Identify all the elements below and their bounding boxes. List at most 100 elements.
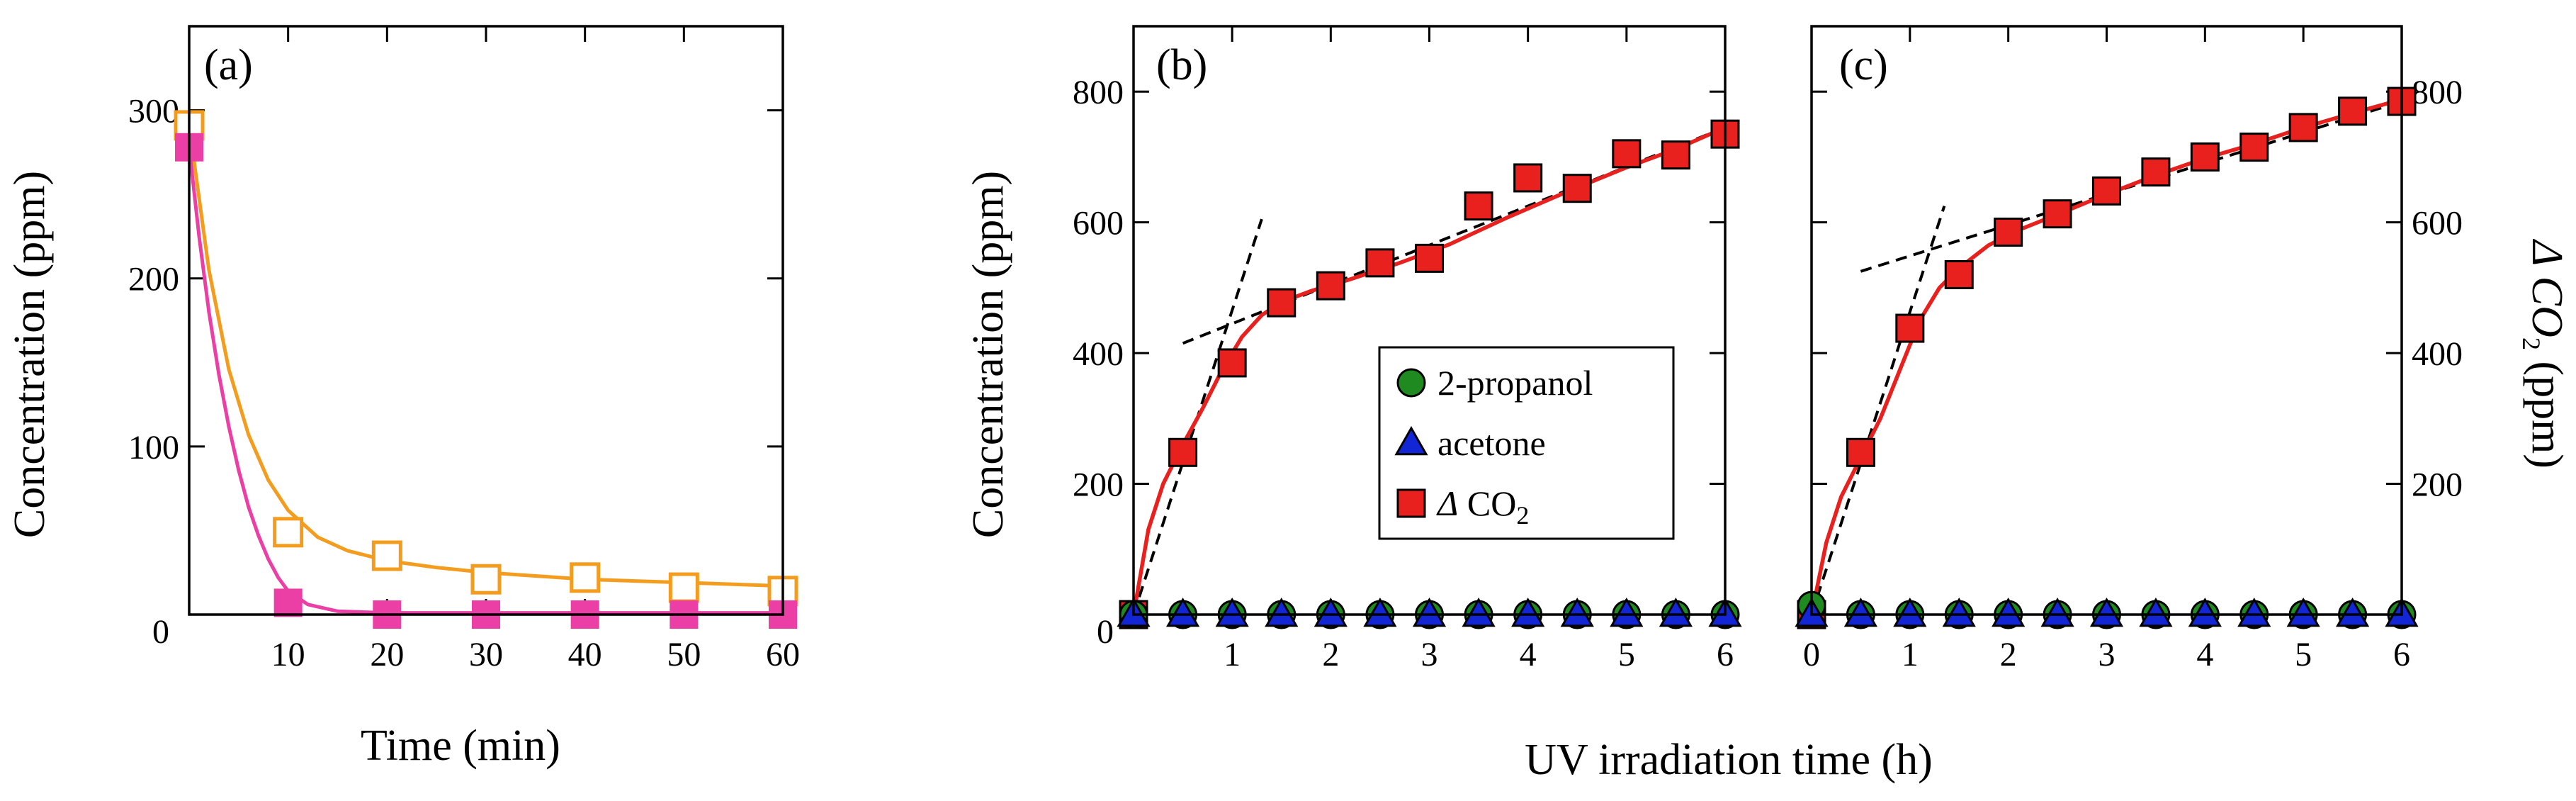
data-point-filled-triangle xyxy=(2335,597,2370,627)
x-tick-label: 40 xyxy=(568,636,602,673)
legend-label-2: Δ CO2 xyxy=(1436,483,1529,530)
panel-a: Concentration (ppm) Time (min) (a) 10 20 3… xyxy=(6,25,800,770)
fit-line-1 xyxy=(189,147,783,615)
x-tick-label: 50 xyxy=(667,636,701,673)
x-tick-label: 5 xyxy=(1618,636,1635,673)
zero-tick-label: 0 xyxy=(1097,613,1114,651)
x-tick-label: 3 xyxy=(2098,636,2115,673)
data-point-filled-triangle xyxy=(1215,597,1249,627)
panel-c-ylabel-right-sub: 2 xyxy=(2517,337,2546,350)
data-point-filled-square xyxy=(1895,313,1925,343)
data-point-filled-square xyxy=(2092,176,2121,206)
shared-xlabel: UV irradiation time (h) xyxy=(1525,736,1933,784)
data-point-filled-triangle xyxy=(2139,597,2173,627)
panel-b-label: (b) xyxy=(1156,41,1207,89)
panel-c-ylabel-right-main: Δ CO xyxy=(2523,238,2571,337)
data-point-open-square xyxy=(371,540,402,571)
zero-tick-label: 0 xyxy=(152,613,169,651)
data-point-filled-square xyxy=(1513,163,1543,193)
panel-a-xlabel: Time (min) xyxy=(361,722,560,770)
panel-a-ylabel: Concentration (ppm) xyxy=(6,171,54,538)
data-point-filled-square xyxy=(2141,157,2171,187)
x-tick-label: 2 xyxy=(1322,636,1339,673)
data-point-filled-square xyxy=(2288,113,2318,142)
data-point-filled-triangle xyxy=(1363,597,1397,627)
data-point-open-square xyxy=(570,562,601,593)
data-point-filled-triangle xyxy=(1610,597,1644,627)
x-tick-label: 20 xyxy=(370,636,404,673)
data-point-filled-triangle xyxy=(1412,597,1447,627)
data-point-filled-triangle xyxy=(1659,597,1693,627)
y-tick-label: 200 xyxy=(128,261,179,298)
data-point-filled-square xyxy=(273,588,303,617)
panel-a-frame xyxy=(188,25,784,616)
y-tick-label: 400 xyxy=(2412,335,2463,373)
data-point-filled-square xyxy=(1661,140,1690,170)
x-tick-label: 4 xyxy=(2196,636,2213,673)
data-point-filled-square xyxy=(1464,191,1493,221)
data-point-filled-square xyxy=(1415,243,1444,273)
data-point-filled-square xyxy=(1168,437,1198,467)
trend-line-0 xyxy=(1812,205,1946,615)
x-tick-label: 1 xyxy=(1902,636,1919,673)
data-point-filled-square xyxy=(2338,96,2368,126)
panel-a-ticks: 10 20 30 40 50 60 100 200 300 0 xyxy=(128,26,800,673)
y-tick-label: 400 xyxy=(1073,335,1124,373)
y-tick-label: 300 xyxy=(128,93,179,130)
data-point-filled-triangle xyxy=(1893,597,1927,627)
data-point-open-square xyxy=(273,517,304,548)
data-point-filled-triangle xyxy=(1992,597,2026,627)
panel-c-frame xyxy=(1810,25,2403,616)
legend-label-main: Δ xyxy=(1436,483,1458,523)
legend-marker-0 xyxy=(1396,368,1426,398)
panel-c-ylabel-right: Δ CO2 (ppm) xyxy=(2517,238,2571,469)
data-point-filled-triangle xyxy=(2237,597,2271,627)
data-point-filled-square xyxy=(1944,259,1974,289)
x-tick-label: 3 xyxy=(1421,636,1438,673)
y-tick-label: 200 xyxy=(2412,466,2463,504)
data-point-filled-triangle xyxy=(1265,597,1299,627)
data-point-filled-triangle xyxy=(2286,597,2320,627)
data-point-filled-triangle xyxy=(1942,597,1976,627)
data-point-filled-square xyxy=(1562,174,1592,203)
data-point-filled-triangle xyxy=(2188,597,2222,627)
data-point-filled-square xyxy=(1994,218,2023,247)
legend-label-0: 2-propanol xyxy=(1437,363,1593,403)
data-point-filled-square xyxy=(1217,348,1247,378)
panel-a-points xyxy=(174,110,798,629)
panel-b-ylabel: Concentration (ppm) xyxy=(964,171,1012,538)
data-point-filled-square xyxy=(1365,248,1395,278)
legend-marker-2 xyxy=(1396,488,1426,518)
x-tick-label: 10 xyxy=(271,636,305,673)
legend-label-co: CO xyxy=(1458,483,1516,523)
data-point-filled-triangle xyxy=(1843,597,1878,627)
y-tick-label: 200 xyxy=(1073,466,1124,504)
x-tick-label: 0 xyxy=(1803,636,1820,673)
x-tick-label: 5 xyxy=(2295,636,2312,673)
x-tick-label: 60 xyxy=(766,636,800,673)
panel-b-frame xyxy=(1132,25,1727,616)
data-point-filled-triangle xyxy=(2089,597,2124,627)
data-point-filled-triangle xyxy=(1462,597,1496,627)
data-point-open-square xyxy=(668,572,699,603)
data-point-filled-triangle xyxy=(1314,597,1348,627)
data-point-filled-square xyxy=(1267,288,1297,318)
data-point-filled-square xyxy=(1846,437,1875,467)
legend: 2-propanol acetone Δ CO2 xyxy=(1378,346,1675,540)
y-tick-label: 600 xyxy=(2412,205,2463,242)
legend-label-sub: 2 xyxy=(1516,501,1529,530)
data-point-filled-square xyxy=(2239,133,2269,162)
fit-line-0 xyxy=(189,125,783,588)
legend-label-1: acetone xyxy=(1437,423,1546,463)
data-point-filled-square xyxy=(1612,139,1642,169)
data-point-filled-triangle xyxy=(1560,597,1594,627)
x-tick-label: 1 xyxy=(1224,636,1241,673)
panel-c-label: (c) xyxy=(1839,41,1888,89)
y-tick-label: 600 xyxy=(1073,205,1124,242)
x-tick-label: 30 xyxy=(469,636,503,673)
data-point-open-square xyxy=(470,564,502,595)
y-tick-label: 100 xyxy=(128,429,179,466)
legend-box xyxy=(1378,346,1675,540)
